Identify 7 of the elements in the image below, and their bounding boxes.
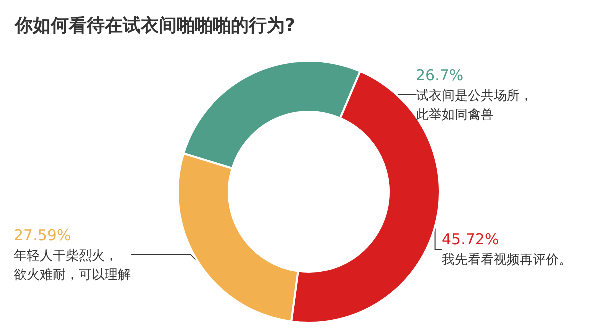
data-label: 27.59% [14,226,72,244]
chart-title: 你如何看待在试衣间啪啪啪的行为? [14,16,296,36]
slice-label: 我先看看视频再评价。 [442,253,572,268]
slice-label: 试衣间是公共场所，此举如同禽兽 [416,89,533,123]
data-label: 45.72% [442,230,500,248]
slice-label: 年轻人干柴烈火，欲火难耐，可以理解 [14,249,131,283]
data-label: 26.7% [416,66,464,84]
